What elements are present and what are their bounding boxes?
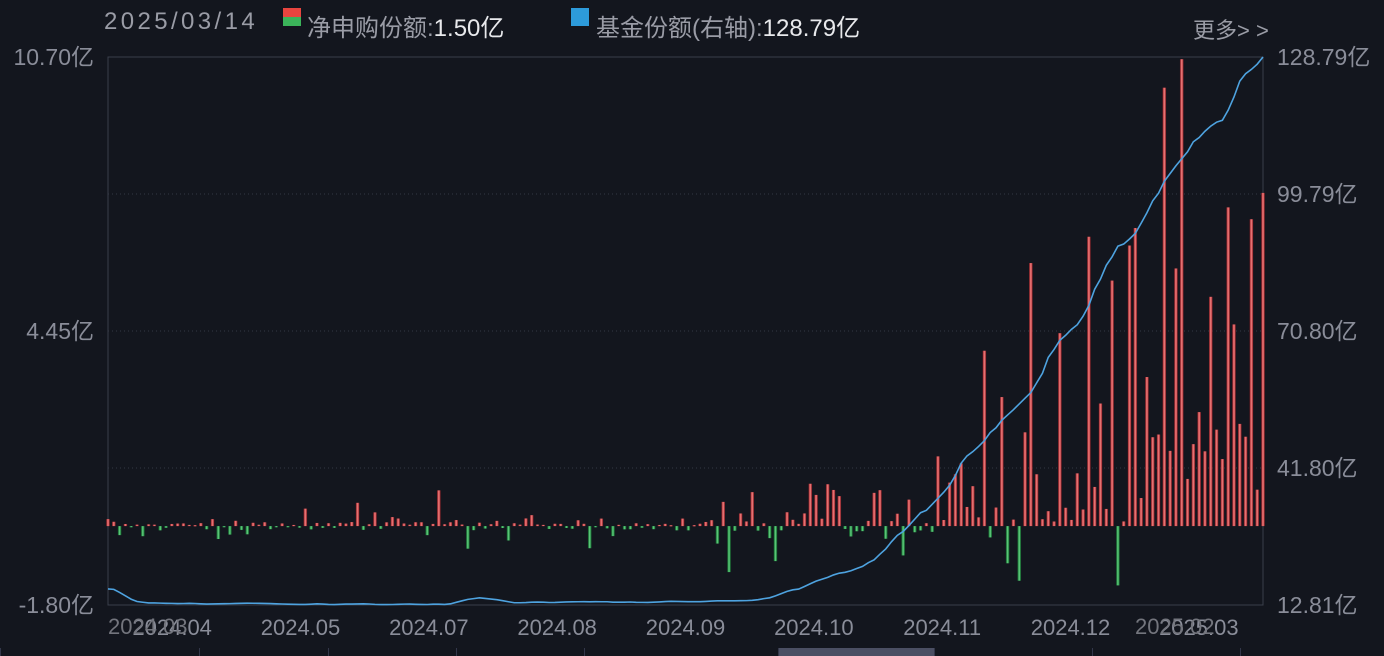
svg-text:2024.07: 2024.07 xyxy=(389,615,469,640)
svg-text:10.70亿: 10.70亿 xyxy=(13,44,94,70)
svg-text:2024.08: 2024.08 xyxy=(517,615,597,640)
svg-text:2024.12: 2024.12 xyxy=(1031,615,1111,640)
svg-text:2024.05: 2024.05 xyxy=(261,615,341,640)
svg-text:99.79亿: 99.79亿 xyxy=(1277,181,1358,207)
svg-text:2024.11: 2024.11 xyxy=(903,615,981,640)
svg-text:2024.09: 2024.09 xyxy=(646,615,726,640)
svg-text:12.81亿: 12.81亿 xyxy=(1277,592,1358,618)
svg-text:70.80亿: 70.80亿 xyxy=(1277,318,1358,344)
svg-text:41.80亿: 41.80亿 xyxy=(1277,455,1358,481)
svg-text:2024.10: 2024.10 xyxy=(774,615,854,640)
svg-text:4.45亿: 4.45亿 xyxy=(26,318,94,344)
svg-text:-1.80亿: -1.80亿 xyxy=(19,592,94,618)
svg-text:128.79亿: 128.79亿 xyxy=(1277,44,1370,70)
